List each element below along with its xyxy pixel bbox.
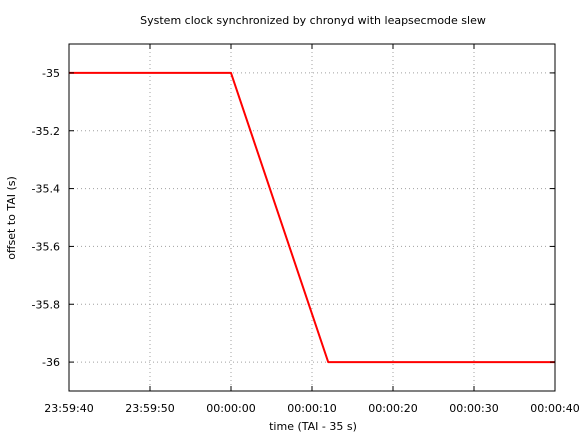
x-tick-label: 00:00:20 [368,402,417,415]
ticks: 23:59:40 23:59:50 00:00:00 00:00:10 00:00:20… [32,44,580,415]
x-tick-label: 23:59:40 [44,402,93,415]
x-tick-label: 00:00:30 [449,402,498,415]
chart-title: System clock synchronized by chronyd wit… [140,14,486,27]
y-tick-label: -35.8 [32,298,60,311]
grid [69,44,555,391]
x-tick-label: 00:00:40 [530,402,579,415]
y-tick-label: -35.6 [32,240,60,253]
x-axis-label: time (TAI - 35 s) [269,420,357,433]
series-layer [69,71,555,364]
y-tick-label: -35.2 [32,125,60,138]
y-tick-label: -35 [42,67,60,80]
y-tick-label: -35.4 [32,183,60,196]
x-tick-label: 00:00:00 [206,402,255,415]
x-tick-label: 00:00:10 [287,402,336,415]
y-axis-label: offset to TAI (s) [5,176,18,260]
x-tick-label: 23:59:50 [125,402,174,415]
series-line [69,71,555,364]
y-tick-label: -36 [42,356,60,369]
